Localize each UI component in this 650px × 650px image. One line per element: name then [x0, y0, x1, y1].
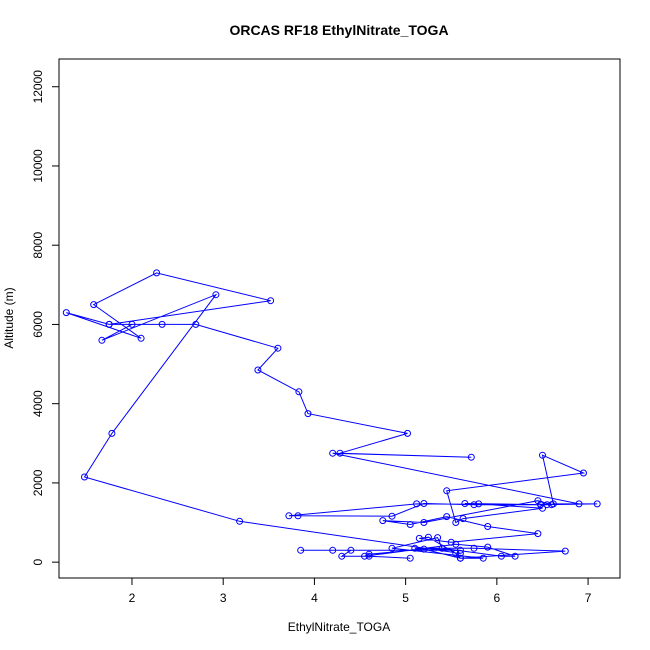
- y-tick-label: 4000: [31, 390, 45, 417]
- y-axis-label: Altitude (m): [2, 287, 16, 348]
- data-point: [438, 544, 446, 552]
- data-point: [511, 552, 519, 560]
- data-point: [420, 500, 428, 507]
- y-tick-label: 2000: [31, 469, 45, 496]
- data-point: [452, 519, 460, 526]
- data-point: [497, 552, 505, 560]
- y-tick-label: 0: [31, 558, 45, 565]
- data-point: [459, 515, 467, 523]
- data-point: [365, 552, 373, 560]
- data-point: [158, 320, 166, 328]
- data-point: [347, 546, 355, 554]
- data-point: [406, 521, 414, 528]
- x-tick-label: 3: [220, 591, 227, 605]
- data-point: [456, 549, 464, 557]
- data-point: [329, 449, 337, 457]
- data-point: [404, 429, 411, 437]
- data-point: [338, 552, 346, 560]
- y-axis: 0 2000 4000 6000 8000 10000 12000: [31, 70, 60, 565]
- plot-frame: [58, 58, 621, 579]
- x-tick-label: 2: [129, 591, 136, 605]
- data-point: [413, 500, 421, 508]
- data-point: [484, 523, 492, 530]
- data-point: [105, 320, 113, 328]
- data-point: [443, 513, 451, 521]
- data-point: [108, 429, 116, 437]
- data-point: [534, 530, 542, 538]
- x-axis: 2 3 4 5 6 7: [129, 577, 592, 605]
- data-point: [304, 410, 312, 418]
- data-point: [192, 320, 200, 328]
- data-point: [137, 334, 145, 342]
- data-point: [388, 544, 396, 552]
- data-point: [379, 517, 387, 525]
- data-point: [294, 512, 302, 520]
- x-tick-label: 4: [311, 591, 318, 605]
- data-point: [267, 297, 275, 305]
- data-point: [539, 451, 546, 459]
- data-point: [128, 320, 136, 328]
- x-axis-label: EthylNitrate_TOGA: [288, 620, 390, 634]
- data-point: [452, 549, 460, 557]
- y-tick-label: 8000: [31, 232, 45, 259]
- data-point: [411, 544, 419, 552]
- data-point: [561, 547, 569, 555]
- data-point: [484, 543, 492, 551]
- data-point: [443, 487, 451, 495]
- data-point: [336, 449, 344, 457]
- data-point: [537, 500, 545, 508]
- y-tick-label: 10000: [31, 149, 45, 183]
- data-point: [295, 388, 303, 396]
- data-point: [452, 540, 460, 548]
- data-point: [329, 546, 337, 554]
- data-point: [447, 538, 455, 546]
- x-tick-label: 7: [585, 591, 592, 605]
- data-point: [420, 519, 428, 526]
- series-line: [66, 272, 598, 559]
- data-point: [434, 534, 442, 542]
- data-point: [212, 291, 220, 299]
- data-point: [285, 512, 293, 520]
- data-point: [575, 500, 583, 508]
- data-point: [479, 554, 487, 562]
- data-point: [593, 500, 601, 508]
- data-point: [461, 500, 469, 507]
- data-point: [415, 534, 423, 542]
- data-point: [236, 517, 244, 525]
- data-point: [254, 366, 262, 374]
- y-tick-label: 6000: [31, 311, 45, 338]
- data-point: [406, 554, 414, 562]
- data-point: [62, 309, 70, 317]
- data-point: [456, 554, 464, 562]
- x-tick-label: 5: [402, 591, 409, 605]
- data-point: [90, 301, 98, 309]
- data-point: [539, 504, 546, 512]
- data-point: [420, 545, 428, 553]
- data-point: [580, 469, 587, 477]
- data-point: [297, 546, 305, 554]
- data-point: [424, 533, 432, 541]
- data-point: [467, 453, 475, 461]
- data-series: [62, 269, 601, 562]
- y-tick-label: 12000: [31, 70, 45, 104]
- data-point: [98, 336, 106, 344]
- data-point: [475, 500, 483, 508]
- data-point: [549, 500, 557, 508]
- data-point: [361, 552, 369, 560]
- data-point: [470, 544, 478, 552]
- chart-title: ORCAS RF18 EthylNitrate_TOGA: [229, 22, 448, 38]
- data-point: [153, 269, 161, 277]
- data-point: [365, 550, 373, 558]
- data-point: [81, 473, 88, 481]
- data-point: [274, 344, 282, 352]
- data-point: [470, 501, 478, 509]
- x-tick-label: 6: [494, 591, 501, 605]
- data-point: [388, 512, 396, 520]
